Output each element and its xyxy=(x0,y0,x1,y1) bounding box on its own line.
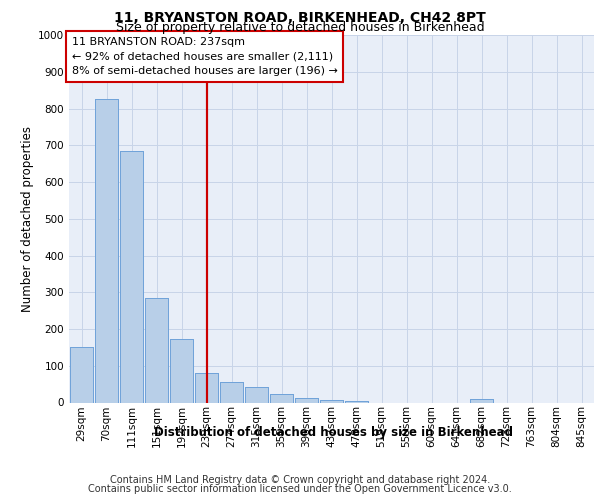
Bar xyxy=(345,400,368,402)
Bar xyxy=(70,348,93,403)
Bar xyxy=(470,399,493,402)
Bar xyxy=(95,100,118,403)
Bar xyxy=(145,298,168,403)
Text: Size of property relative to detached houses in Birkenhead: Size of property relative to detached ho… xyxy=(116,22,484,35)
Bar xyxy=(220,382,243,402)
Bar xyxy=(245,387,268,402)
Bar xyxy=(245,387,268,402)
Bar xyxy=(170,340,193,402)
Text: Contains HM Land Registry data © Crown copyright and database right 2024.: Contains HM Land Registry data © Crown c… xyxy=(110,475,490,485)
Bar xyxy=(320,400,343,402)
Bar xyxy=(120,151,143,403)
Text: 11, BRYANSTON ROAD, BIRKENHEAD, CH42 8PT: 11, BRYANSTON ROAD, BIRKENHEAD, CH42 8PT xyxy=(114,11,486,25)
Bar xyxy=(95,100,118,403)
Bar xyxy=(220,382,243,402)
Bar xyxy=(320,400,343,402)
Bar xyxy=(170,340,193,402)
Bar xyxy=(195,373,218,402)
Bar xyxy=(120,151,143,403)
Bar xyxy=(345,400,368,402)
Bar xyxy=(195,373,218,402)
Bar xyxy=(270,394,293,402)
Bar xyxy=(70,348,93,403)
Bar xyxy=(470,399,493,402)
Bar xyxy=(270,394,293,402)
Text: Contains public sector information licensed under the Open Government Licence v3: Contains public sector information licen… xyxy=(88,484,512,494)
Bar xyxy=(295,398,318,402)
Bar xyxy=(295,398,318,402)
Text: 11 BRYANSTON ROAD: 237sqm
← 92% of detached houses are smaller (2,111)
8% of sem: 11 BRYANSTON ROAD: 237sqm ← 92% of detac… xyxy=(71,37,337,76)
Y-axis label: Number of detached properties: Number of detached properties xyxy=(21,126,34,312)
Bar xyxy=(145,298,168,403)
Text: Distribution of detached houses by size in Birkenhead: Distribution of detached houses by size … xyxy=(154,426,512,439)
